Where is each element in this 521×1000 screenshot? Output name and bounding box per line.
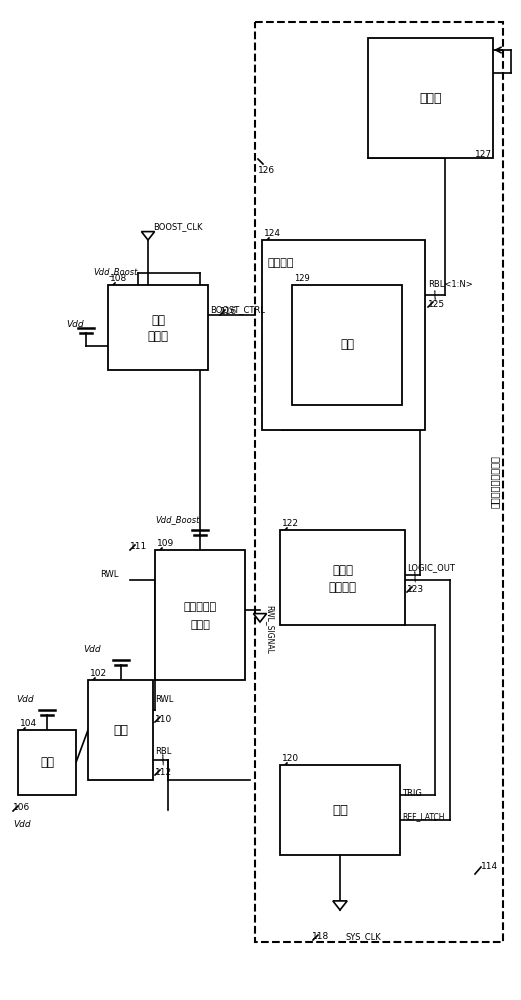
Bar [292, 285, 402, 405]
Bar [255, 22, 503, 942]
Text: RBL<1:N>: RBL<1:N> [428, 280, 473, 289]
Text: Vdd: Vdd [13, 820, 31, 829]
Polygon shape [141, 232, 155, 240]
Text: 升压: 升压 [151, 314, 165, 327]
Bar [280, 765, 400, 855]
Bar [18, 730, 76, 795]
Text: BOOST_CLK: BOOST_CLK [153, 222, 203, 231]
Text: 126: 126 [258, 166, 275, 175]
Text: 125: 125 [428, 300, 445, 309]
Text: 逻辑: 逻辑 [113, 724, 128, 736]
Text: 122: 122 [282, 519, 299, 528]
Text: Vdd: Vdd [83, 645, 101, 654]
Bar [368, 38, 493, 158]
Text: 109: 109 [157, 539, 174, 548]
Text: BOOST_CTRL: BOOST_CTRL [210, 306, 265, 314]
Text: 114: 114 [481, 862, 498, 871]
Text: 产生器: 产生器 [147, 330, 168, 343]
Text: 102: 102 [90, 669, 107, 678]
Polygon shape [333, 901, 347, 910]
Text: 120: 120 [282, 754, 299, 763]
Text: Vdd_Boost: Vdd_Boost [93, 267, 138, 276]
Text: 单元阵列: 单元阵列 [267, 258, 293, 268]
Text: 读取存取空闲传感器: 读取存取空闲传感器 [490, 456, 500, 508]
Text: Vdd: Vdd [16, 695, 34, 704]
Text: TRIG: TRIG [402, 788, 422, 798]
Text: 可编程: 可编程 [332, 564, 353, 577]
Text: 108: 108 [110, 274, 127, 283]
Text: 锁存器: 锁存器 [419, 92, 442, 104]
Text: 110: 110 [155, 715, 172, 724]
Text: RWL_SIGNAL: RWL_SIGNAL [265, 605, 274, 654]
Text: 逻辑延迟: 逻辑延迟 [329, 581, 356, 594]
Bar [280, 530, 405, 625]
Text: 缓冲器: 缓冲器 [190, 620, 210, 630]
Text: 控制: 控制 [332, 804, 348, 816]
Text: /: / [431, 289, 439, 303]
Text: LOGIC_OUT: LOGIC_OUT [407, 564, 455, 572]
Text: /: / [411, 570, 419, 584]
Text: 106: 106 [13, 803, 30, 812]
Polygon shape [253, 614, 267, 622]
Text: RBL: RBL [155, 748, 171, 756]
Text: 124: 124 [264, 229, 281, 238]
Text: 104: 104 [20, 719, 37, 728]
Text: 129: 129 [294, 274, 310, 283]
Bar [108, 285, 208, 370]
Text: 127: 127 [475, 150, 492, 159]
Text: SYS_CLK: SYS_CLK [345, 932, 381, 941]
Text: 112: 112 [155, 768, 172, 777]
Text: REF_LATCH: REF_LATCH [402, 812, 444, 822]
Text: 单元: 单元 [340, 338, 354, 352]
Text: Vdd_Boost: Vdd_Boost [155, 515, 200, 524]
Text: 电平移位器: 电平移位器 [183, 602, 217, 612]
Text: 116: 116 [220, 307, 237, 316]
Text: RWL: RWL [100, 570, 118, 579]
Text: 111: 111 [130, 542, 147, 551]
Text: /: / [159, 753, 167, 767]
Text: RWL: RWL [155, 696, 173, 704]
Bar [155, 550, 245, 680]
Bar [88, 680, 153, 780]
Text: 单元: 单元 [40, 756, 54, 769]
Text: 123: 123 [407, 585, 424, 594]
Text: Vdd: Vdd [66, 320, 84, 329]
Bar [262, 240, 425, 430]
Text: 118: 118 [312, 932, 329, 941]
